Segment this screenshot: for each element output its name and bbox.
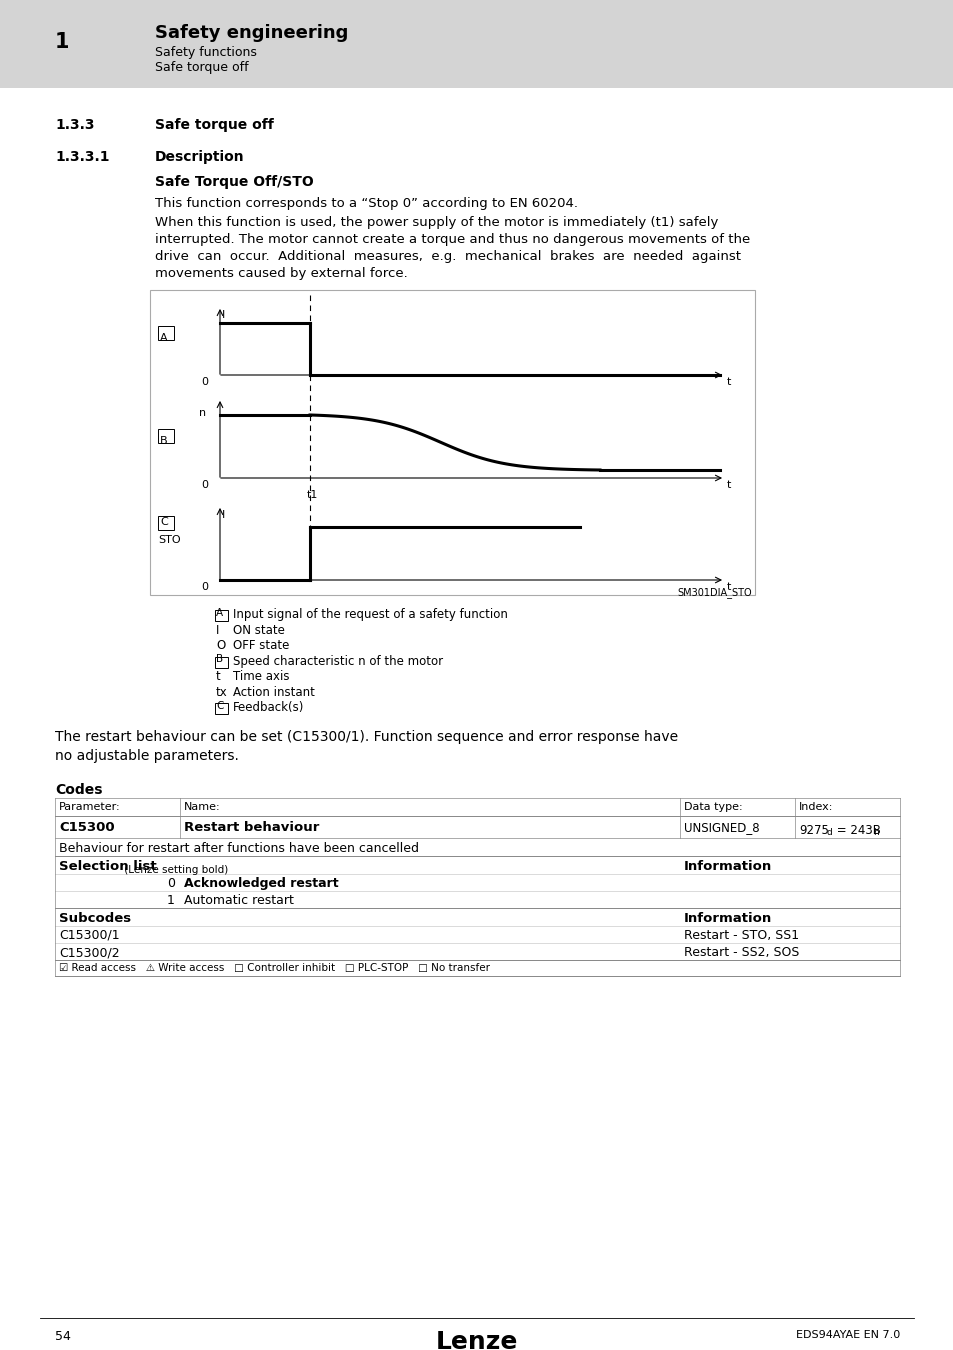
FancyBboxPatch shape [214,656,228,667]
Text: Restart - STO, SS1: Restart - STO, SS1 [683,929,799,942]
Text: ☑ Read access   ⚠ Write access   □ Controller inhibit   □ PLC-STOP   □ No transf: ☑ Read access ⚠ Write access □ Controlle… [59,963,490,973]
Text: t: t [726,582,731,593]
Text: Safe Torque Off/STO: Safe Torque Off/STO [154,176,314,189]
Text: 54: 54 [55,1330,71,1343]
Text: OFF state: OFF state [233,639,289,652]
Text: Name:: Name: [184,802,220,811]
Bar [55,815,899,838]
Text: UNSIGNED_8: UNSIGNED_8 [683,821,759,834]
Text: C: C [160,517,168,526]
Text: The restart behaviour can be set (C15300/1). Function sequence and error respons: The restart behaviour can be set (C15300… [55,730,678,744]
Text: A: A [160,333,168,343]
Text: ON state: ON state [233,624,285,636]
Text: n: n [198,408,206,418]
Text: 1: 1 [55,32,70,53]
Text: Speed characteristic n of the motor: Speed characteristic n of the motor [233,655,442,667]
Bar [55,909,899,926]
Bar [55,891,899,909]
Text: Information: Information [683,860,771,873]
Text: drive  can  occur.  Additional  measures,  e.g.  mechanical  brakes  are  needed: drive can occur. Additional measures, e.… [154,250,740,263]
Text: I: I [222,510,225,520]
Bar [55,960,899,976]
FancyBboxPatch shape [158,516,173,531]
Text: 1.3.3.1: 1.3.3.1 [55,150,110,163]
Bar [55,926,899,944]
Text: C15300: C15300 [59,821,114,834]
Bar [150,290,754,595]
Text: Codes: Codes [55,783,102,796]
Text: 0: 0 [201,582,208,593]
Text: d: d [826,828,832,837]
Text: Selection list: Selection list [59,860,156,873]
Text: C15300/2: C15300/2 [59,946,119,958]
Text: Safe torque off: Safe torque off [154,61,249,74]
Bar [55,798,899,815]
Bar [55,856,899,873]
FancyBboxPatch shape [158,429,173,443]
Text: Input signal of the request of a safety function: Input signal of the request of a safety … [233,608,507,621]
Text: Description: Description [154,150,244,163]
Text: t: t [215,670,220,683]
Text: Subcodes: Subcodes [59,913,131,925]
Text: = 243B: = 243B [832,824,880,837]
Text: Information: Information [683,913,771,925]
FancyBboxPatch shape [214,610,228,621]
Text: Safety functions: Safety functions [154,46,256,59]
Text: t: t [726,377,731,387]
Bar [55,838,899,856]
Text: tx: tx [215,686,228,698]
Text: EDS94AYAE EN 7.0: EDS94AYAE EN 7.0 [795,1330,899,1341]
Text: (Lenze setting bold): (Lenze setting bold) [121,865,228,875]
Text: t: t [726,481,731,490]
Text: Index:: Index: [799,802,833,811]
Text: Time axis: Time axis [233,670,289,683]
FancyBboxPatch shape [214,703,228,714]
Text: When this function is used, the power supply of the motor is immediately (t1) sa: When this function is used, the power su… [154,216,718,230]
Text: B: B [215,655,223,664]
Text: interrupted. The motor cannot create a torque and thus no dangerous movements of: interrupted. The motor cannot create a t… [154,234,749,246]
FancyBboxPatch shape [158,325,173,340]
Text: movements caused by external force.: movements caused by external force. [154,267,407,279]
Text: 0: 0 [201,481,208,490]
Text: Restart behaviour: Restart behaviour [184,821,319,834]
Text: Safe torque off: Safe torque off [154,117,274,132]
Bar [55,873,899,891]
Text: SM301DIA_STO: SM301DIA_STO [677,587,751,598]
Text: t1: t1 [307,490,318,500]
Text: Data type:: Data type: [683,802,741,811]
Text: Lenze: Lenze [436,1330,517,1350]
Text: Safety engineering: Safety engineering [154,24,348,42]
Text: C15300/1: C15300/1 [59,929,119,942]
Text: Acknowledged restart: Acknowledged restart [184,878,338,890]
Text: Restart - SS2, SOS: Restart - SS2, SOS [683,946,799,958]
Text: 9275: 9275 [799,824,828,837]
Text: 0: 0 [167,878,174,890]
Text: B: B [160,436,168,446]
Text: Automatic restart: Automatic restart [184,894,294,907]
Text: I: I [215,624,219,636]
Bar [55,944,899,960]
Text: A: A [215,608,223,618]
Bar [0,0,953,88]
Text: 1: 1 [167,894,174,907]
Text: 0: 0 [201,377,208,387]
Text: h: h [872,828,878,837]
Text: Behaviour for restart after functions have been cancelled: Behaviour for restart after functions ha… [59,842,418,855]
Text: Feedback(s): Feedback(s) [233,701,304,714]
Text: This function corresponds to a “Stop 0” according to EN 60204.: This function corresponds to a “Stop 0” … [154,197,578,211]
Text: I: I [222,310,225,320]
Text: 1.3.3: 1.3.3 [55,117,94,132]
Text: no adjustable parameters.: no adjustable parameters. [55,749,238,763]
Text: STO: STO [158,535,180,545]
Text: Action instant: Action instant [233,686,314,698]
Text: C: C [215,701,223,711]
Text: O: O [215,639,225,652]
Text: Parameter:: Parameter: [59,802,120,811]
